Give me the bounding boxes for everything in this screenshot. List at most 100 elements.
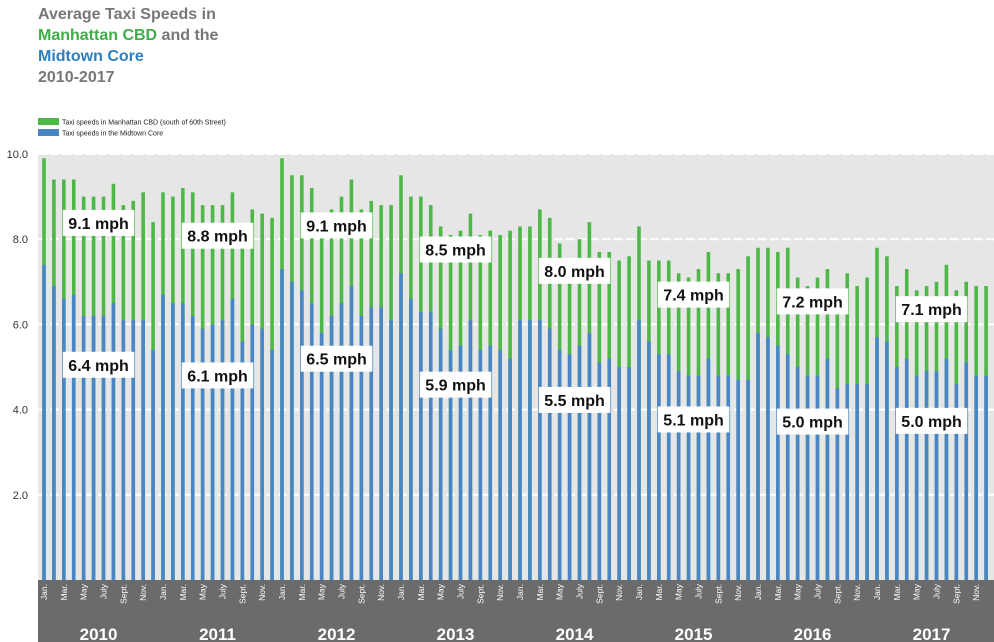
cbd-average-label: 9.1 mph (300, 212, 373, 239)
cbd-average-label-box (419, 236, 492, 263)
month-tick-label: Nov. (614, 584, 624, 601)
bar-midtown (557, 349, 562, 580)
month-tick-label: May (79, 583, 89, 600)
month-tick-label: Mar. (773, 584, 783, 601)
month-tick-label: Sept. (356, 584, 366, 604)
bar-midtown (686, 375, 691, 580)
month-tick-label: July (575, 583, 585, 599)
bar-midtown (885, 341, 889, 580)
bar-midtown (756, 332, 760, 580)
month-tick-label: Jan. (277, 584, 287, 600)
month-tick-label: Mar. (416, 584, 426, 601)
bar-midtown (776, 345, 780, 580)
month-tick-label: July (456, 583, 466, 599)
midtown-average-label: 5.0 mph (895, 407, 968, 434)
bar-midtown (746, 379, 750, 580)
bar-midtown (171, 303, 175, 580)
bar-midtown (131, 320, 136, 580)
month-tick-label: Sept. (594, 584, 604, 604)
month-tick-label: July (932, 583, 942, 599)
midtown-average-label: 6.5 mph (300, 345, 373, 372)
midtown-average-label-box (776, 408, 849, 435)
cbd-average-label-text: 9.1 mph (68, 216, 128, 233)
bar-midtown (666, 354, 671, 580)
bar-midtown (538, 320, 542, 580)
midtown-average-label: 5.9 mph (419, 371, 492, 398)
bar-midtown (587, 332, 592, 580)
month-tick-label: Sept. (713, 584, 723, 604)
bar-midtown (964, 362, 969, 580)
bar-midtown (210, 324, 215, 580)
y-tick-label: 2.0 (13, 490, 28, 502)
year-label: 2013 (437, 625, 475, 642)
bar-midtown (91, 315, 96, 580)
cbd-average-label-text: 8.5 mph (425, 243, 485, 260)
month-tick-label: Jan. (396, 584, 406, 600)
year-label: 2011 (199, 625, 236, 642)
cbd-average-label-text: 8.0 mph (544, 264, 604, 281)
bar-midtown (944, 358, 949, 580)
bar-midtown (736, 379, 740, 580)
bar-midtown (81, 315, 86, 580)
midtown-average-label-box (181, 362, 254, 389)
bar-midtown (498, 349, 502, 580)
midtown-average-label-text: 5.0 mph (782, 415, 842, 432)
bar-midtown (815, 375, 820, 580)
month-tick-label: July (99, 583, 109, 599)
cbd-average-label-box (300, 212, 373, 239)
bar-midtown (696, 375, 701, 580)
midtown-average-label: 5.1 mph (657, 406, 730, 433)
month-tick-label: Mar. (654, 584, 664, 601)
bar-midtown (647, 341, 651, 580)
month-tick-label: May (198, 583, 208, 600)
bar-midtown (121, 320, 126, 580)
year-label: 2014 (556, 625, 594, 642)
bar-midtown (389, 320, 393, 580)
month-tick-label: Jan. (158, 584, 168, 600)
bar-midtown (399, 273, 403, 580)
bar-midtown (62, 298, 66, 580)
midtown-average-label-box (62, 351, 135, 378)
month-tick-label: Mar. (178, 584, 188, 601)
month-tick-label: Nov. (138, 584, 148, 601)
bar-midtown (716, 375, 721, 580)
year-label: 2016 (794, 625, 832, 642)
bar-midtown (577, 345, 582, 580)
midtown-average-label-text: 6.4 mph (68, 358, 128, 375)
cbd-average-label-box (657, 281, 730, 308)
cbd-average-label-box (895, 296, 968, 323)
bar-midtown (52, 286, 56, 580)
bar-midtown (835, 388, 840, 580)
bar-midtown (369, 307, 374, 580)
month-tick-label: Nov. (495, 584, 505, 601)
bar-midtown (349, 286, 354, 580)
bar-midtown (141, 320, 145, 580)
midtown-average-label-text: 5.9 mph (425, 378, 485, 395)
month-tick-label: Mar. (892, 584, 902, 601)
bar-midtown (785, 354, 790, 580)
bar-midtown (904, 358, 909, 580)
bar-midtown (825, 358, 830, 580)
bar-midtown (637, 320, 641, 580)
cbd-average-label-box (62, 209, 135, 236)
cbd-average-label-box (538, 257, 611, 284)
legend-swatch (38, 118, 59, 125)
month-tick-label: Jan. (872, 584, 882, 600)
bar-midtown (309, 303, 314, 580)
midtown-average-label-text: 6.5 mph (306, 352, 366, 369)
midtown-average-label-text: 5.0 mph (901, 414, 961, 431)
cbd-average-label: 7.1 mph (895, 296, 968, 323)
legend-label: Taxi speeds in Manhattan CBD (south of 6… (62, 120, 226, 127)
cbd-average-label: 8.8 mph (181, 222, 254, 249)
bar-midtown (300, 290, 304, 580)
cbd-average-label: 7.2 mph (776, 288, 849, 315)
month-tick-label: Jan. (39, 584, 49, 600)
bar-midtown (190, 315, 195, 580)
y-tick-label: 4.0 (13, 405, 28, 417)
year-label: 2012 (318, 625, 356, 642)
year-label: 2017 (913, 625, 951, 642)
month-tick-label: Nov. (852, 584, 862, 601)
month-tick-label: Sept. (237, 584, 247, 604)
bar-midtown (161, 294, 165, 580)
cbd-average-label-box (181, 222, 254, 249)
